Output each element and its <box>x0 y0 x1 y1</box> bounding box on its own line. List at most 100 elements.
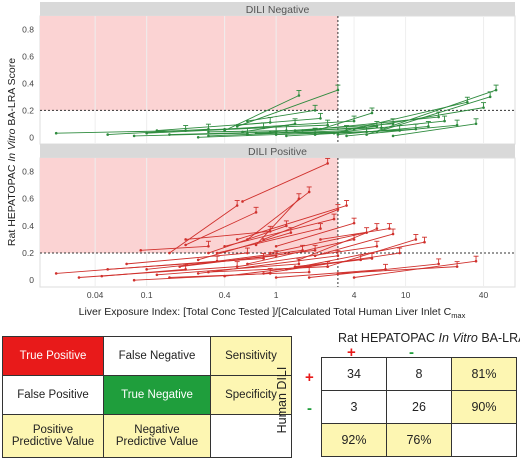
data-point <box>437 262 440 266</box>
ppv-cell: Positive Predictive Value <box>2 414 104 458</box>
data-segment <box>255 198 300 246</box>
empty-cell <box>210 414 292 458</box>
sensitivity-cell: Sensitivity <box>210 336 292 376</box>
data-point <box>106 133 109 136</box>
x-tick-label: 4 <box>352 290 357 300</box>
data-segment <box>270 232 367 254</box>
false-positive-cell: False Positive <box>2 375 104 415</box>
data-point <box>241 200 244 203</box>
false-negative-cell: False Negative <box>103 336 211 376</box>
data-point <box>168 251 171 255</box>
data-segment <box>247 239 355 265</box>
data-segment <box>208 225 287 254</box>
data-point <box>184 268 187 271</box>
data-segment <box>298 228 378 261</box>
data-segment <box>217 249 303 262</box>
data-point <box>215 251 219 255</box>
data-segment <box>337 126 429 136</box>
col-plus-sign: + <box>347 344 356 361</box>
data-point <box>223 244 226 248</box>
data-point <box>77 276 81 279</box>
data-point <box>100 274 104 278</box>
data-point <box>345 134 348 138</box>
data-segment <box>126 252 248 265</box>
y-tick-label: 0.8 <box>22 24 34 34</box>
data-point <box>336 133 340 136</box>
data-point <box>235 265 239 268</box>
panel-strip <box>40 2 515 16</box>
data-point <box>293 129 297 132</box>
data-point <box>391 134 395 138</box>
panel-title: DILI Negative <box>246 4 310 16</box>
confusion-matrix: 34 8 81% 3 26 90% 92% 76% <box>321 357 517 457</box>
data-point <box>155 129 159 132</box>
cm-specificity: 90% <box>451 390 517 424</box>
data-point <box>215 259 219 263</box>
data-segment <box>185 211 257 246</box>
data-segment <box>376 96 491 133</box>
y-tick-label: 0.4 <box>22 221 34 231</box>
data-point <box>274 276 278 279</box>
x-tick-label: 0.4 <box>219 290 231 300</box>
human-dili-label: Human DILI <box>275 366 289 434</box>
cm-fn: 8 <box>386 357 452 391</box>
dili-scatter-chart: DILI Negative 0 0.2 0.4 0.6 0.8 DILI Positive 0… <box>6 2 516 320</box>
data-segment <box>237 245 377 268</box>
cm-fp: 3 <box>321 390 387 424</box>
legend-table: True Positive False Negative Sensitivity… <box>2 336 292 458</box>
data-point <box>184 243 187 247</box>
data-segment <box>392 123 477 137</box>
data-segment <box>354 260 477 278</box>
data-segment <box>208 266 328 273</box>
data-point <box>352 276 356 279</box>
positive-region-shading <box>40 158 338 254</box>
data-point <box>207 270 210 274</box>
data-point <box>132 278 136 282</box>
y-tick-label: 0.6 <box>22 51 34 61</box>
data-point <box>125 262 128 266</box>
x-tick-label: 10 <box>401 290 411 300</box>
y-tick-label: 0.4 <box>22 78 34 88</box>
data-segment <box>140 245 209 251</box>
data-segment <box>309 263 439 278</box>
data-segment <box>185 124 328 131</box>
matrix-header-prefix: Rat HEPATOPAC <box>338 331 439 345</box>
data-point <box>223 127 226 131</box>
data-segment <box>169 205 238 254</box>
data-point <box>254 131 258 135</box>
cm-sensitivity: 81% <box>451 357 517 391</box>
row-plus-sign: + <box>305 369 314 386</box>
data-point <box>246 262 249 266</box>
matrix-header-italic: In Vitro <box>438 331 478 345</box>
x-axis-title: Liver Exposure Index: [Total Conc Tested… <box>79 306 466 320</box>
y-tick-label: 0.6 <box>22 194 34 204</box>
data-segment <box>216 228 321 254</box>
data-point <box>307 276 311 279</box>
data-point <box>285 134 288 138</box>
data-point <box>196 135 200 139</box>
y-tick-label: 0 <box>29 275 34 285</box>
data-segment <box>314 233 394 257</box>
y-tick-label: 0.2 <box>22 105 34 115</box>
data-point <box>370 257 374 260</box>
data-point <box>145 131 148 135</box>
data-segment <box>276 222 355 247</box>
data-point <box>196 258 200 262</box>
data-point <box>139 249 143 252</box>
x-tick-label: 0.1 <box>141 290 153 300</box>
data-segment <box>366 89 497 135</box>
data-segment <box>337 266 458 274</box>
data-segment <box>101 268 186 277</box>
data-segment <box>320 112 373 130</box>
panel-title: DILI Positive <box>248 146 307 158</box>
data-segment <box>247 109 316 122</box>
data-segment <box>320 228 390 240</box>
data-segment <box>263 209 339 240</box>
data-point <box>155 273 159 277</box>
data-point <box>262 257 265 260</box>
data-point <box>145 268 148 271</box>
data-point <box>319 127 322 131</box>
data-point <box>132 134 136 138</box>
panel-strip <box>40 144 515 158</box>
data-point <box>106 268 109 271</box>
